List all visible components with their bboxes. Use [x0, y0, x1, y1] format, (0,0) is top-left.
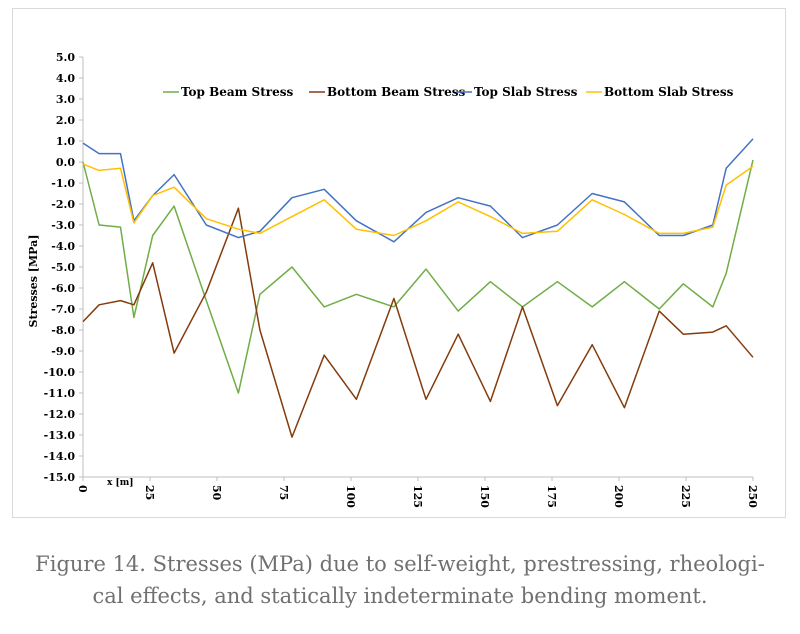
- y-tick-label: 4.0: [56, 72, 75, 85]
- y-tick-label: 3.0: [56, 93, 75, 106]
- x-tick-label: 125: [411, 485, 424, 508]
- legend-label-3: Top Slab Stress: [474, 85, 578, 99]
- x-tick-label: 25: [143, 485, 156, 500]
- x-tick-label: 150: [478, 485, 491, 508]
- series-layer: [82, 138, 754, 438]
- x-tick-label: 0: [76, 485, 89, 493]
- y-tick-label: -13.0: [44, 429, 76, 442]
- y-tick-label: -6.0: [51, 282, 75, 295]
- chart-svg: 5.0 4.0 3.0 2.0 1.0 0.0 -1.0 -2.0 -3.0 -4.0 -5.0 -6…: [27, 51, 759, 508]
- y-tick-label: -1.0: [51, 177, 75, 190]
- figure-caption: Figure 14. Stresses (MPa) due to self-we…: [0, 548, 800, 612]
- y-tick-label: -15.0: [44, 471, 76, 484]
- x-tick-label: 250: [746, 485, 759, 508]
- x-axis-unit-label: x [m]: [107, 478, 134, 488]
- y-axis-label: Stresses [MPa]: [27, 235, 40, 328]
- series-line-1: [82, 159, 754, 394]
- y-tick-label: -12.0: [44, 408, 76, 421]
- chart-frame: 5.0 4.0 3.0 2.0 1.0 0.0 -1.0 -2.0 -3.0 -4.0 -5.0 -6…: [12, 8, 786, 518]
- y-tick-label: -14.0: [44, 450, 76, 463]
- series-line-4: [82, 163, 754, 237]
- y-tick-label: -10.0: [44, 366, 76, 379]
- y-tick-label: -9.0: [51, 345, 75, 358]
- caption-line-1: Figure 14. Stresses (MPa) due to self-we…: [35, 552, 765, 576]
- x-tick-label: 200: [612, 485, 625, 508]
- y-tick-label: -3.0: [51, 219, 75, 232]
- y-tick-label: -2.0: [51, 198, 75, 211]
- y-tick-label: -8.0: [51, 324, 75, 337]
- y-tick-label: 5.0: [56, 51, 75, 64]
- x-tick-label: 175: [545, 485, 558, 508]
- caption-line-2: cal effects, and statically indeterminat…: [92, 584, 708, 608]
- y-tick-label: -7.0: [51, 303, 75, 316]
- legend-layer: Top Beam Stress Bottom Beam Stress Top Sla…: [163, 85, 734, 99]
- legend-label-2: Bottom Beam Stress: [327, 85, 465, 99]
- x-tick-label: 75: [277, 485, 290, 500]
- y-tick-label: 1.0: [56, 135, 75, 148]
- legend-label-1: Top Beam Stress: [181, 85, 293, 99]
- y-tick-label: 2.0: [56, 114, 75, 127]
- series-line-3: [82, 138, 754, 243]
- series-line-2: [82, 207, 754, 438]
- legend-label-4: Bottom Slab Stress: [604, 85, 734, 99]
- axes-layer: 5.0 4.0 3.0 2.0 1.0 0.0 -1.0 -2.0 -3.0 -4.0 -5.0 -6…: [44, 51, 759, 508]
- y-tick-label: 0.0: [56, 156, 75, 169]
- y-tick-label: -4.0: [51, 240, 75, 253]
- x-tick-label: 50: [210, 485, 223, 501]
- y-tick-label: -5.0: [51, 261, 75, 274]
- x-tick-label: 225: [679, 485, 692, 508]
- y-tick-label: -11.0: [44, 387, 76, 400]
- x-tick-label: 100: [344, 485, 357, 508]
